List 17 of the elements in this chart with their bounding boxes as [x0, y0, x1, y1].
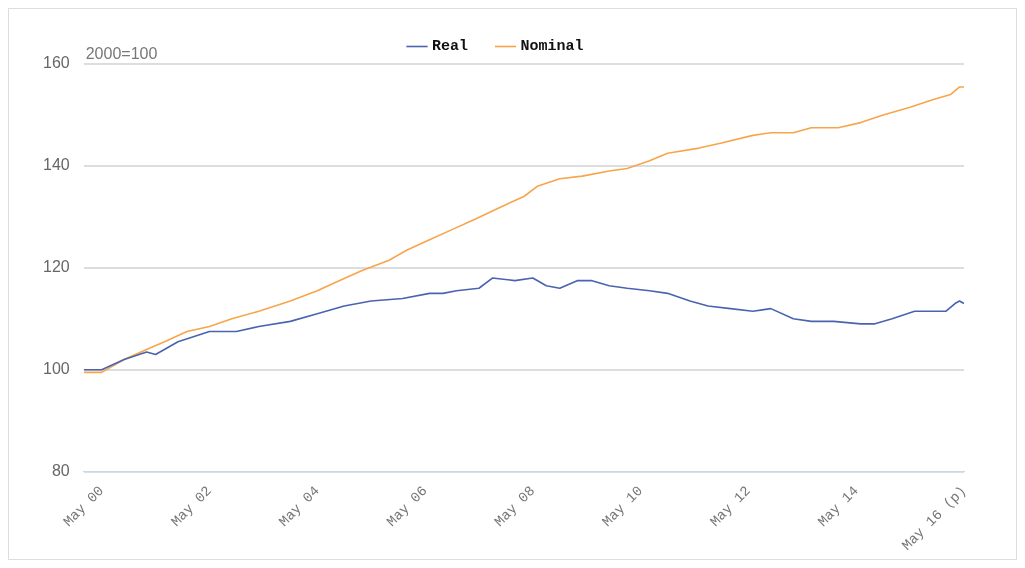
y-tick-label: 120 — [42, 258, 70, 276]
legend-label: Real — [431, 38, 469, 56]
x-tick-label: May 04 — [275, 482, 323, 530]
x-tick-label: May 14 — [814, 482, 862, 530]
x-tick-label: May 00 — [60, 482, 108, 530]
y-tick-label: 160 — [42, 54, 70, 72]
y-tick-label: 80 — [51, 462, 70, 480]
x-tick-label: May 10 — [599, 482, 647, 530]
legend-label: Nominal — [520, 38, 584, 56]
x-tick-label: May 06 — [383, 482, 431, 530]
x-tick-label: May 16 (p) — [898, 482, 970, 554]
y-tick-label: 140 — [42, 156, 70, 174]
x-tick-label: May 02 — [167, 482, 215, 530]
y-tick-label: 100 — [42, 360, 70, 378]
x-tick-label: May 08 — [491, 482, 539, 530]
x-tick-label: May 12 — [706, 482, 754, 530]
text: 2000=100 — [85, 45, 158, 63]
